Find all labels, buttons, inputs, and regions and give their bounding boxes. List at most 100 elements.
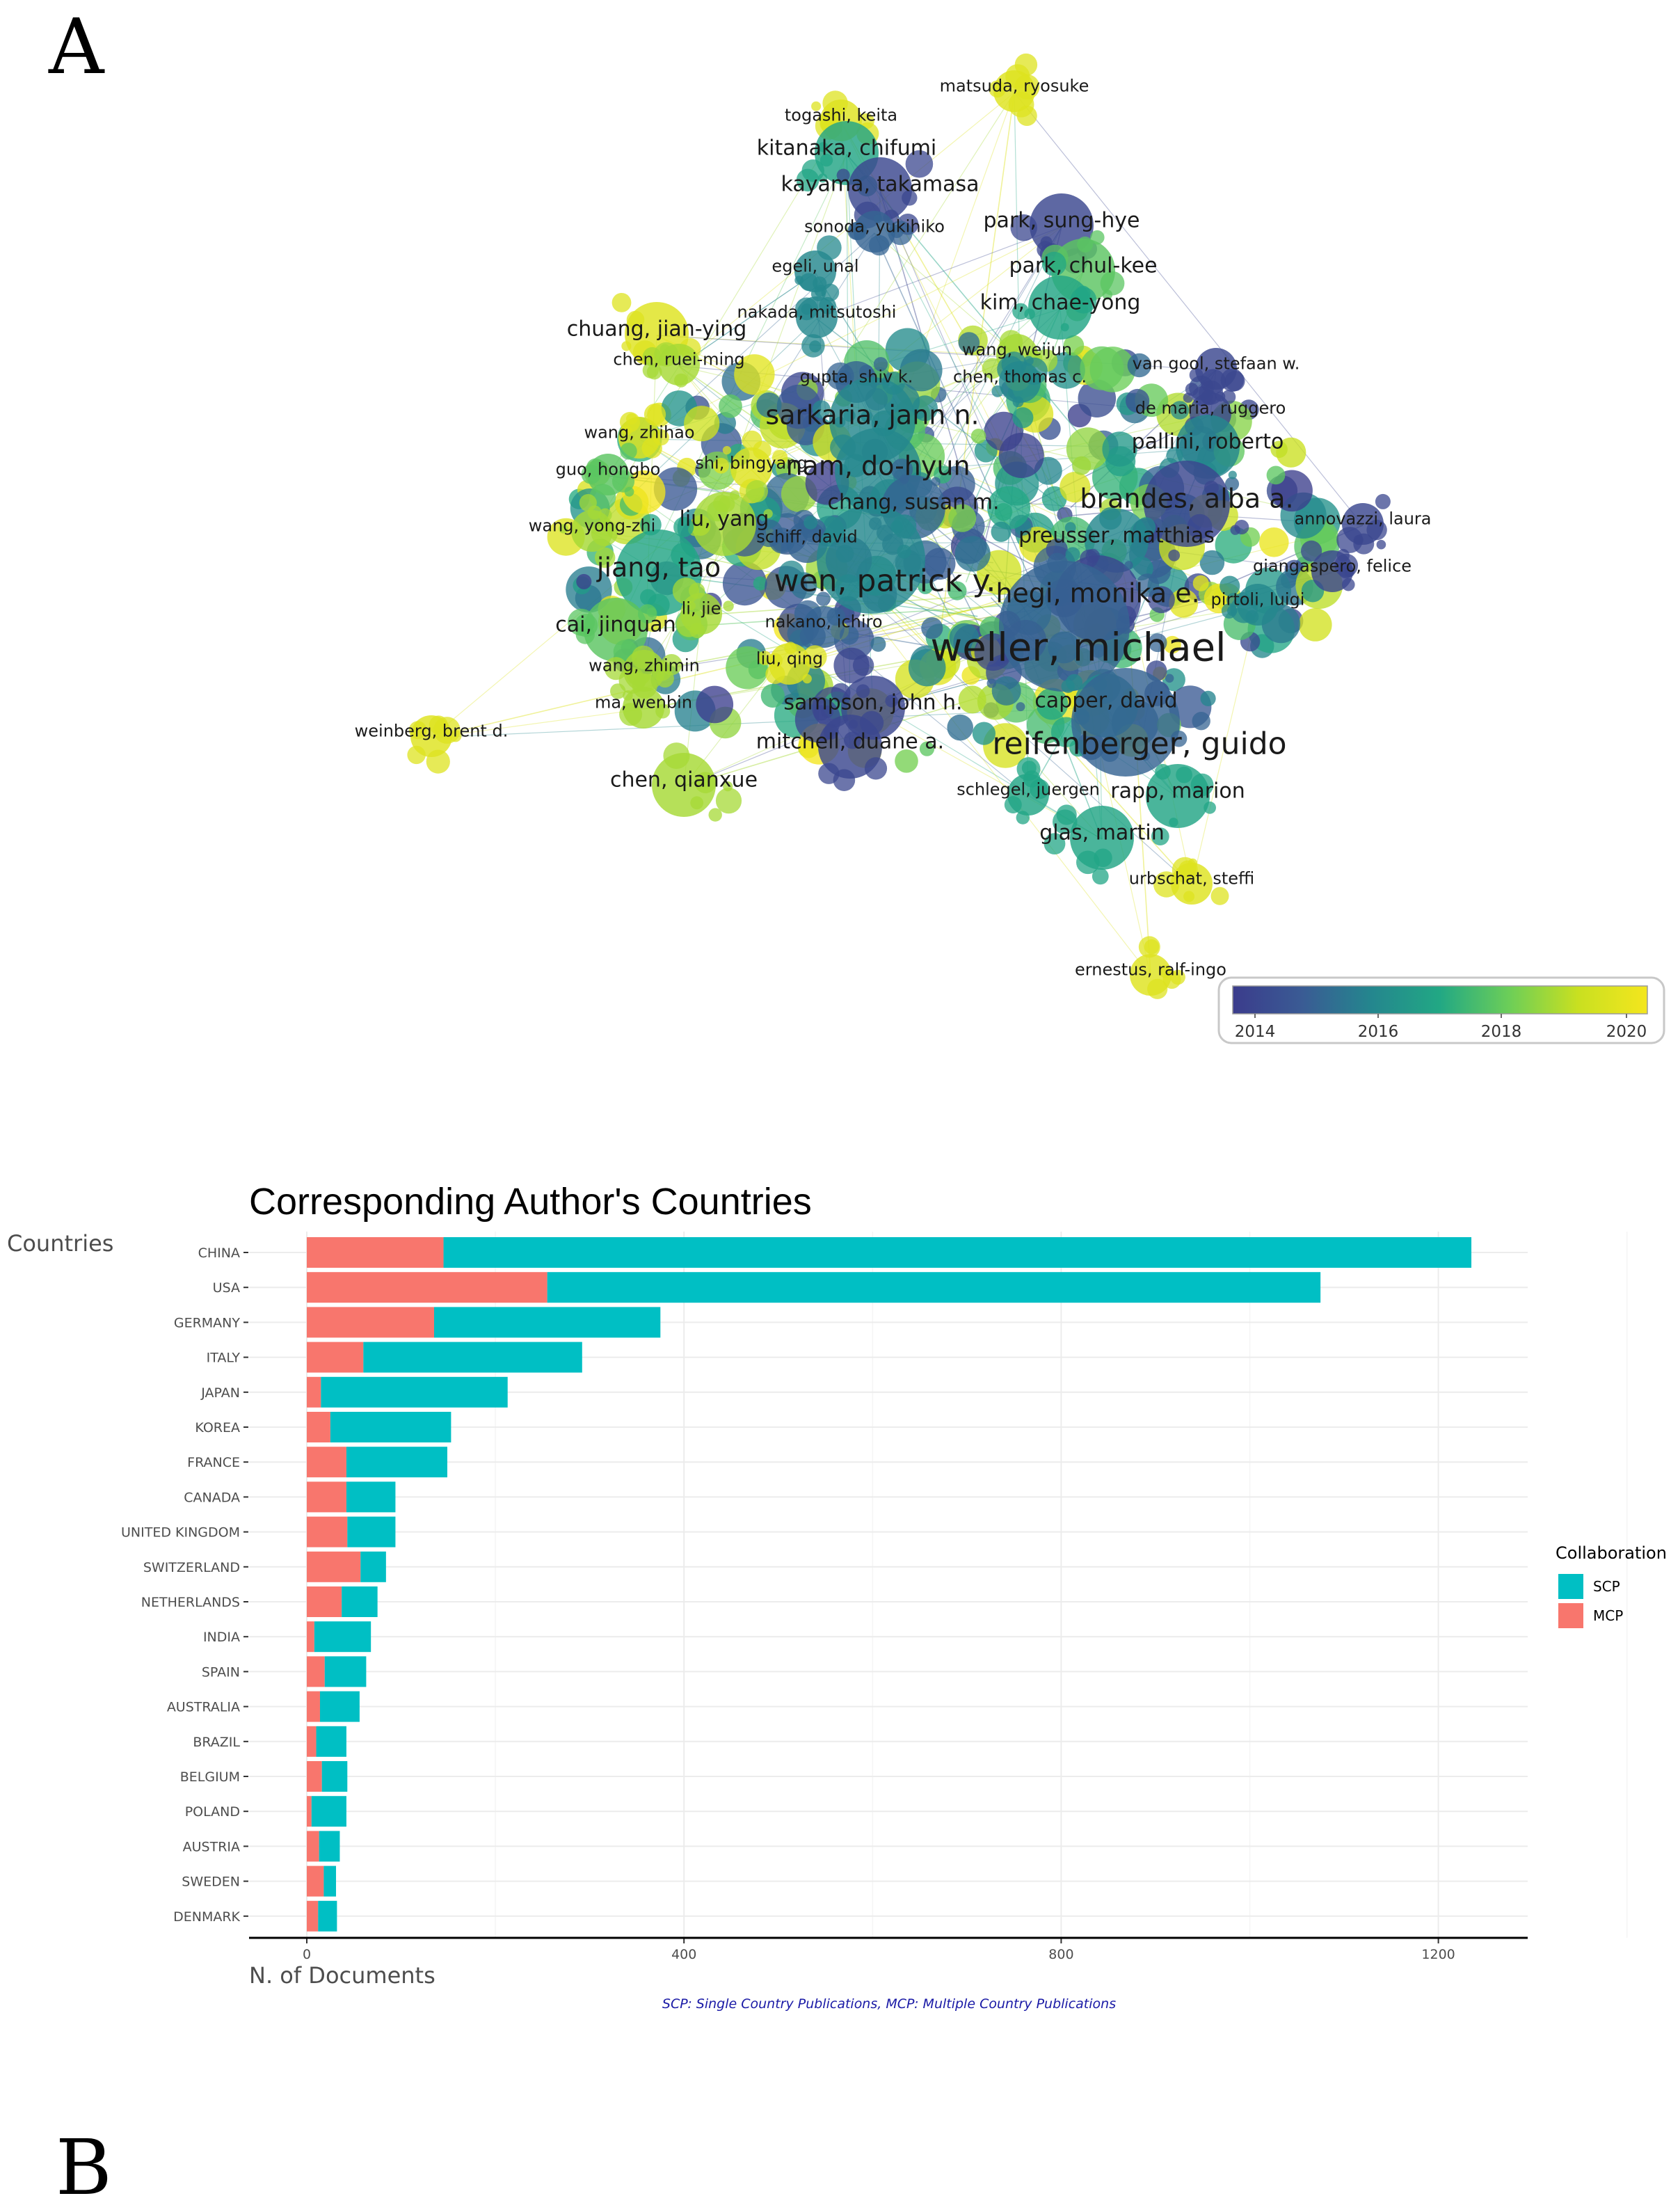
author-label: weinberg, brent d. [355,721,509,740]
network-node [694,772,717,794]
author-label: nakano, ichiro [765,612,882,631]
author-label: nam, do-hyun [785,450,970,481]
network-node [991,521,1012,542]
bar-mcp [307,1551,361,1582]
network-node [1336,527,1363,553]
network-node [931,477,941,486]
network-node [823,724,839,740]
author-label: annovazzi, laura [1294,509,1431,528]
network-node [1220,575,1240,596]
network-node [818,173,828,183]
y-tick-label: CHINA [198,1246,240,1261]
network-node [1185,383,1199,396]
network-node [840,626,859,645]
colorbar-tick-label: 2020 [1606,1023,1647,1041]
network-node [796,168,819,192]
network-node [999,330,1023,353]
network-node [624,486,634,497]
author-label: kayama, takamasa [781,173,979,197]
network-node [1010,214,1037,241]
bar-scp [321,1761,348,1792]
network-node [576,573,592,589]
bar-mcp [307,1796,312,1827]
network-node [1012,396,1024,408]
network-node [1127,353,1152,378]
author-label: matsuda, ryosuke [940,76,1089,95]
network-node [873,357,888,372]
network-edge [656,335,1018,357]
network-node [587,505,602,520]
author-label: kitanaka, chifumi [757,136,937,161]
y-tick-label: NETHERLANDS [141,1595,240,1610]
network-node [817,142,829,152]
network-node [803,645,827,669]
bar-scp [324,1656,367,1687]
network-node [637,604,657,623]
network-node [778,560,804,587]
network-node [821,706,833,718]
network-node [1016,702,1025,712]
bar-scp [314,1621,371,1653]
author-label: shi, bingyang [695,453,807,472]
network-node [1259,527,1289,557]
author-label: jiang, tao [596,552,721,582]
network-node [799,623,826,649]
network-node [671,543,696,568]
author-label: glas, martin [1039,821,1165,845]
network-node [1200,690,1216,707]
network-node [1188,858,1198,868]
y-tick-label: POLAND [185,1804,240,1820]
author-label: li, jie [682,598,721,618]
network-node [756,392,782,418]
colorbar-tick-label: 2018 [1481,1023,1522,1041]
network-node [1102,289,1113,300]
network-edge [639,226,1062,440]
network-node [407,745,426,765]
author-label: pirtoli, luigi [1211,589,1305,609]
network-node [568,608,595,636]
author-label: chuang, jian-ying [567,317,747,342]
network-node [860,710,884,735]
y-axis-ticks: CHINA USA GERMANY ITALY JAPAN KOREA FRANCE CANA… [121,1246,248,1925]
author-label: park, chul-kee [1009,254,1157,278]
y-tick-label: BRAZIL [193,1735,240,1750]
network-node [1102,431,1137,467]
y-tick-label: AUSTRALIA [167,1700,240,1715]
legend-label: SCP [1593,1578,1620,1595]
network-node [619,703,643,726]
author-label: park, sung-hye [984,209,1140,233]
author-label: de maria, ruggero [1135,398,1286,417]
network-node [653,429,669,446]
y-tick-label: BELGIUM [180,1769,240,1785]
network-node [715,788,742,814]
author-label: van gool, stefaan w. [1133,353,1300,373]
author-label: sarkaria, jann n. [765,399,979,430]
network-edge [431,708,644,738]
y-tick-label: FRANCE [187,1455,240,1470]
y-tick-label: SPAIN [202,1664,240,1680]
network-node [1168,549,1181,562]
author-label: brandes, alba a. [1080,483,1293,514]
network-node [1076,850,1100,875]
author-label: giangaspero, felice [1253,556,1412,575]
network-node [948,581,967,600]
network-edge [1191,605,1258,886]
network-node [836,168,850,182]
author-label: kim, chae-yong [980,291,1141,315]
network-node [1301,540,1322,562]
network-node [1100,743,1119,762]
network-node [1014,74,1040,100]
network-node [1169,818,1178,827]
network-node [1228,470,1237,479]
network-node [809,340,822,353]
network-node [836,369,852,385]
network-node [794,276,804,285]
author-label: urbschat, steffi [1129,868,1254,888]
author-label: wang, weijun [962,340,1072,359]
chart-legend: Collaboration SCP MCP [1556,1543,1667,1628]
network-node [1162,668,1185,692]
network-node [970,429,986,444]
bar-mcp [307,1342,364,1373]
network-node [784,642,797,655]
network-node [1063,335,1085,356]
